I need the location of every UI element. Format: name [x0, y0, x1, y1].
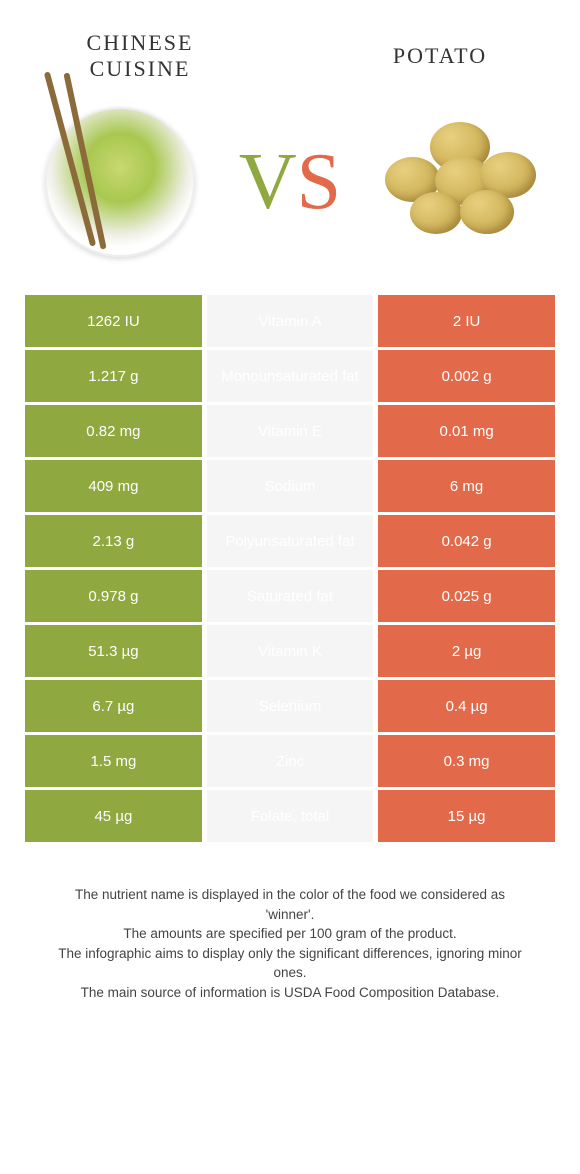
nutrient-left-value: 1262 IU — [25, 295, 202, 347]
nutrient-label: Zinc — [207, 735, 373, 787]
footer-line: The amounts are specified per 100 gram o… — [50, 924, 530, 944]
table-row: 1.217 gMonounsaturated fat0.002 g — [25, 350, 555, 402]
images-row: VS — [20, 102, 560, 292]
nutrient-label: Polyunsaturated fat — [207, 515, 373, 567]
table-row: 1.5 mgZinc0.3 mg — [25, 735, 555, 787]
footer-line: The main source of information is USDA F… — [50, 983, 530, 1003]
nutrient-left-value: 45 µg — [25, 790, 202, 842]
vs-v-letter: V — [239, 138, 297, 226]
nutrient-label: Vitamin K — [207, 625, 373, 677]
nutrient-label: Folate, total — [207, 790, 373, 842]
nutrient-label: Sodium — [207, 460, 373, 512]
table-row: 0.978 gSaturated fat0.025 g — [25, 570, 555, 622]
chinese-bowl-icon — [45, 107, 195, 257]
table-row: 1262 IUVitamin A2 IU — [25, 295, 555, 347]
nutrient-label: Vitamin E — [207, 405, 373, 457]
nutrient-label: Vitamin A — [207, 295, 373, 347]
right-food-image — [380, 102, 540, 262]
nutrient-right-value: 0.3 mg — [378, 735, 555, 787]
nutrient-right-value: 0.4 µg — [378, 680, 555, 732]
nutrient-right-value: 0.025 g — [378, 570, 555, 622]
nutrient-left-value: 1.217 g — [25, 350, 202, 402]
table-row: 409 mgSodium6 mg — [25, 460, 555, 512]
table-row: 0.82 mgVitamin E0.01 mg — [25, 405, 555, 457]
footer-line: The nutrient name is displayed in the co… — [50, 885, 530, 924]
header: Chinese cuisine Potato — [20, 20, 560, 102]
table-row: 51.3 µgVitamin K2 µg — [25, 625, 555, 677]
nutrient-left-value: 409 mg — [25, 460, 202, 512]
footer-line: The infographic aims to display only the… — [50, 944, 530, 983]
nutrient-left-value: 0.978 g — [25, 570, 202, 622]
nutrient-label: Saturated fat — [207, 570, 373, 622]
right-food-title: Potato — [340, 43, 540, 69]
table-row: 45 µgFolate, total15 µg — [25, 790, 555, 842]
nutrient-left-value: 51.3 µg — [25, 625, 202, 677]
nutrient-left-value: 6.7 µg — [25, 680, 202, 732]
nutrient-left-value: 1.5 mg — [25, 735, 202, 787]
nutrient-right-value: 0.042 g — [378, 515, 555, 567]
nutrition-table: 1262 IUVitamin A2 IU1.217 gMonounsaturat… — [20, 292, 560, 845]
nutrient-right-value: 0.002 g — [378, 350, 555, 402]
nutrient-right-value: 2 IU — [378, 295, 555, 347]
table-row: 6.7 µgSelenium0.4 µg — [25, 680, 555, 732]
left-food-title: Chinese cuisine — [40, 30, 240, 82]
nutrient-right-value: 2 µg — [378, 625, 555, 677]
nutrient-right-value: 6 mg — [378, 460, 555, 512]
nutrient-right-value: 15 µg — [378, 790, 555, 842]
left-food-image — [40, 102, 200, 262]
potatoes-icon — [385, 122, 535, 242]
nutrient-left-value: 0.82 mg — [25, 405, 202, 457]
table-row: 2.13 gPolyunsaturated fat0.042 g — [25, 515, 555, 567]
vs-text: VS — [239, 137, 341, 228]
nutrient-label: Monounsaturated fat — [207, 350, 373, 402]
nutrient-label: Selenium — [207, 680, 373, 732]
footer-notes: The nutrient name is displayed in the co… — [20, 845, 560, 1002]
nutrient-left-value: 2.13 g — [25, 515, 202, 567]
vs-s-letter: S — [297, 138, 342, 226]
nutrient-right-value: 0.01 mg — [378, 405, 555, 457]
